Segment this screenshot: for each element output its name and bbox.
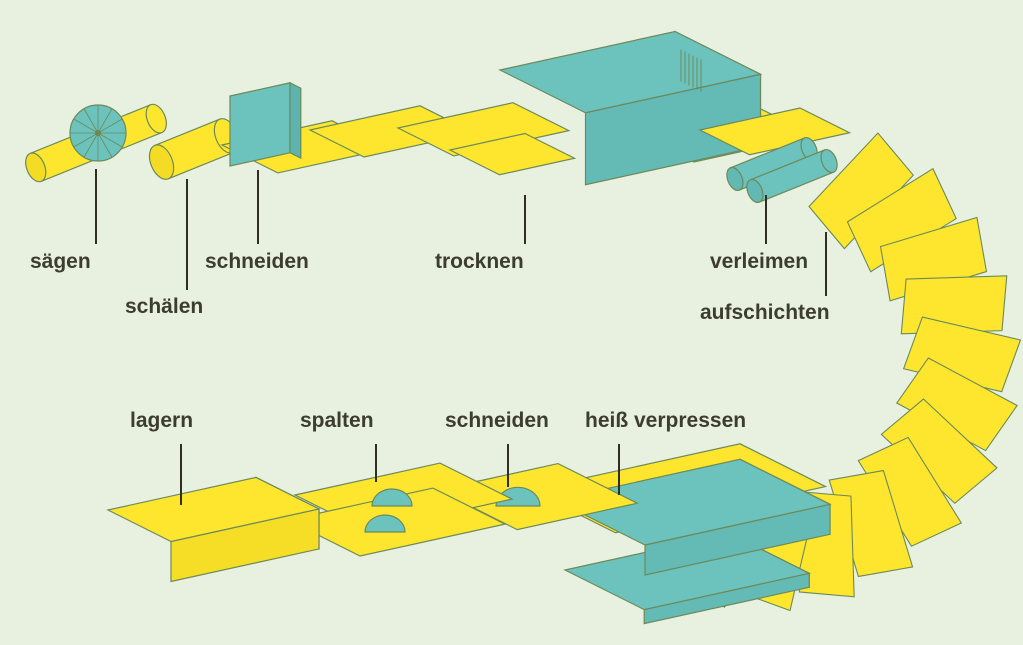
- label-lagern: lagern: [130, 409, 193, 432]
- label-schneiden1: schneiden: [205, 250, 309, 273]
- saw-blade: [70, 105, 126, 161]
- label-trocknen: trocknen: [435, 250, 524, 273]
- label-heissverpr: heiß verpressen: [585, 409, 746, 432]
- label-saegen: sägen: [30, 250, 91, 273]
- label-schneiden2: schneiden: [445, 409, 549, 432]
- peel-knife: [230, 83, 301, 166]
- label-spalten: spalten: [300, 409, 374, 432]
- label-verleimen: verleimen: [710, 250, 808, 273]
- label-aufschichten: aufschichten: [700, 301, 830, 324]
- label-schaelen: schälen: [125, 295, 203, 318]
